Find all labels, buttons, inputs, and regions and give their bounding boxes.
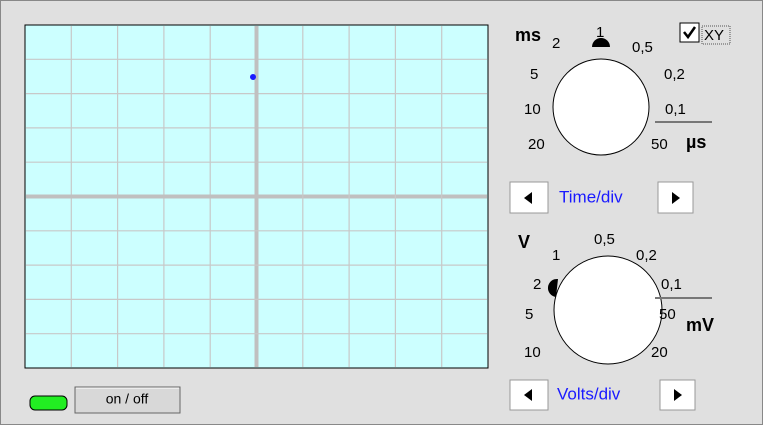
time-unit: ms: [515, 25, 541, 45]
volts-knob[interactable]: [553, 255, 663, 365]
time-label: 1: [596, 24, 604, 41]
screen-grid: [26, 26, 487, 367]
time-right-button[interactable]: [657, 181, 694, 214]
arrow-right: [674, 389, 682, 401]
volts-label: 0,1: [661, 276, 682, 293]
volts-label: 0,5: [594, 231, 615, 248]
volts-label: 50: [659, 306, 676, 323]
arrow-left: [524, 389, 532, 401]
time-label: 0,2: [664, 66, 685, 83]
time-label: 20: [528, 136, 545, 153]
time-knob-indicator: [592, 38, 610, 47]
xy-label: XY: [704, 27, 724, 44]
xy-checkbox[interactable]: [679, 22, 700, 43]
volts-label: 10: [524, 344, 541, 361]
time-label: 0,1: [665, 101, 686, 118]
xy-focus: [701, 25, 731, 45]
volts-unit: V: [518, 232, 530, 252]
arrow-right: [672, 192, 680, 204]
time-button-label: Time/div: [559, 187, 623, 206]
power-button[interactable]: [74, 386, 181, 414]
volts-unit-small: mV: [686, 315, 714, 335]
time-unit-small: µs: [686, 132, 706, 152]
time-label: 50: [651, 136, 668, 153]
check-mark: [683, 26, 697, 40]
time-knob[interactable]: [552, 58, 650, 156]
time-label: 5: [530, 66, 538, 83]
time-label: 0,5: [632, 39, 653, 56]
volts-label: 2: [533, 276, 541, 293]
volts-label: 0,2: [636, 247, 657, 264]
volts-label: 1: [552, 247, 560, 264]
volts-label: 5: [525, 306, 533, 323]
arrow-left: [524, 192, 532, 204]
volts-knob-indicator: [547, 278, 558, 297]
volts-label: 20: [651, 344, 668, 361]
beam-dot: [250, 74, 256, 80]
power-button-label: on / off: [106, 391, 149, 407]
power-led: [29, 395, 68, 411]
time-label: 10: [524, 101, 541, 118]
volts-button-label: Volts/div: [557, 384, 621, 403]
time-unit-sub: 2: [552, 35, 560, 52]
